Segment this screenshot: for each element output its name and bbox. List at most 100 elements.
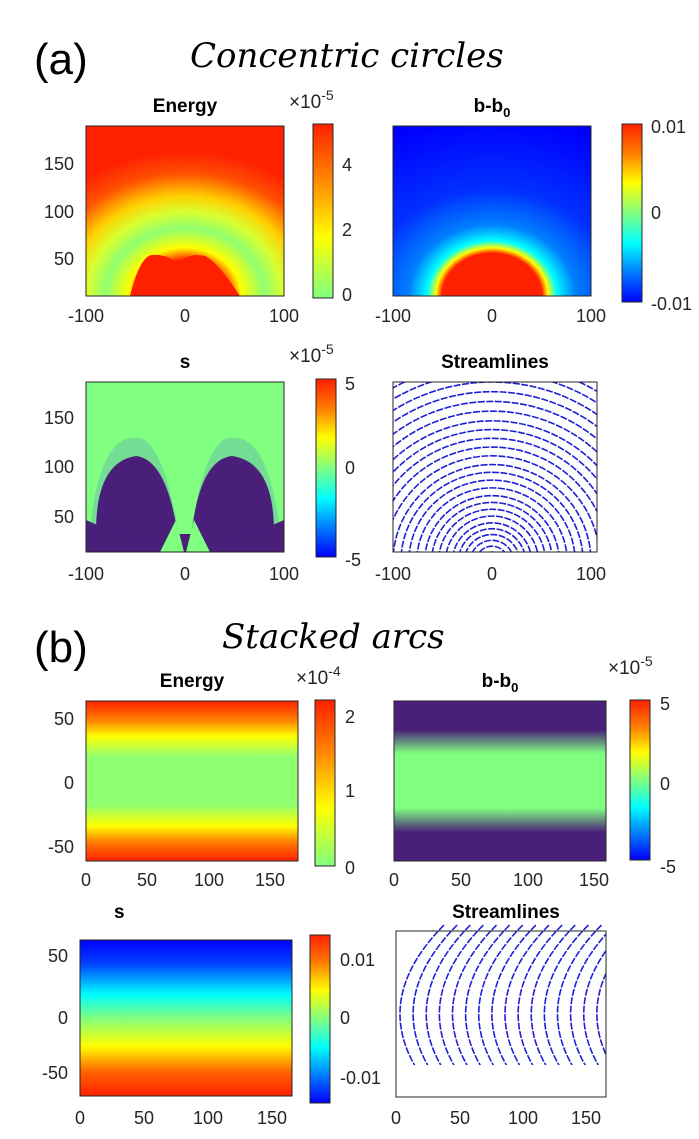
colorbar-tick: 0 bbox=[340, 1008, 350, 1028]
streamline bbox=[478, 545, 506, 552]
plot-b-energy-frame bbox=[85, 700, 299, 862]
streamline bbox=[636, 925, 680, 1103]
streamline bbox=[452, 522, 532, 552]
xtick: 100 bbox=[508, 1108, 538, 1128]
streamline bbox=[438, 508, 546, 552]
colorbar-tick: -5 bbox=[345, 550, 361, 570]
xtick: 0 bbox=[487, 306, 497, 326]
colorbar-bb0-b bbox=[629, 699, 651, 861]
streamline bbox=[451, 924, 498, 1065]
plot-b-energy: Energy 0 50 100 150 -50 0 50 ×10-4 2 1 0 bbox=[48, 663, 355, 890]
colorbar-tick: 0 bbox=[660, 774, 670, 794]
s-a-wedge bbox=[190, 520, 284, 552]
colorbar-tick: 0 bbox=[342, 285, 352, 305]
colorbar-tick: 0.01 bbox=[651, 117, 686, 137]
streamline bbox=[412, 924, 458, 1065]
colorbar-tick: 0.01 bbox=[340, 950, 375, 970]
colorbar-s-b bbox=[309, 934, 331, 1104]
streamline bbox=[399, 924, 445, 1065]
streamline bbox=[623, 925, 667, 1103]
streamline bbox=[464, 924, 511, 1065]
colorbar-tick: -0.01 bbox=[340, 1068, 381, 1088]
streamline bbox=[431, 501, 553, 552]
colorbar-tick: -0.01 bbox=[651, 294, 692, 314]
xtick: 150 bbox=[571, 1108, 601, 1128]
xtick: 100 bbox=[269, 306, 299, 326]
streamline bbox=[393, 463, 592, 552]
xtick: -100 bbox=[68, 306, 104, 326]
ytick: 50 bbox=[54, 249, 74, 269]
streamline bbox=[543, 924, 589, 1065]
streamline bbox=[477, 924, 524, 1065]
plot-a-s-frame bbox=[85, 381, 285, 553]
ytick: 50 bbox=[54, 507, 74, 527]
plot-a-bb0-title: b-b0 bbox=[474, 96, 511, 120]
colorbar-tick: 4 bbox=[342, 155, 352, 175]
xtick: 100 bbox=[513, 870, 543, 890]
s-a-lobe-left bbox=[96, 456, 180, 552]
streamline bbox=[556, 924, 603, 1065]
s-a-wedge bbox=[86, 520, 180, 552]
streamlines-a-group bbox=[393, 382, 597, 552]
ytick: 50 bbox=[48, 946, 68, 966]
xtick: 0 bbox=[180, 306, 190, 326]
xtick: -100 bbox=[375, 564, 411, 584]
xtick: 50 bbox=[450, 1108, 470, 1128]
xtick: 150 bbox=[579, 870, 609, 890]
xtick: 100 bbox=[269, 564, 299, 584]
colorbar-energy-a bbox=[312, 123, 334, 299]
xtick: 100 bbox=[576, 564, 606, 584]
streamline bbox=[610, 925, 654, 1103]
colorbar-tick: -5 bbox=[660, 857, 676, 877]
streamline bbox=[393, 437, 597, 496]
streamline bbox=[445, 515, 539, 552]
plot-b-s-title: s bbox=[114, 902, 125, 923]
plot-a-streamlines: Streamlines -100 0 100 bbox=[375, 352, 606, 584]
streamline bbox=[425, 924, 471, 1065]
panel-a-title: Concentric circles bbox=[190, 36, 504, 76]
xtick: 50 bbox=[137, 870, 157, 890]
colorbar-exponent: ×10-5 bbox=[608, 653, 653, 679]
ytick: 150 bbox=[44, 154, 74, 174]
colorbar-tick: 5 bbox=[345, 374, 355, 394]
plot-b-s-frame bbox=[79, 939, 293, 1097]
colorbar-tick: 2 bbox=[345, 707, 355, 727]
streamline bbox=[393, 420, 597, 467]
streamline bbox=[393, 390, 597, 428]
plot-b-s: s 0 50 100 150 -50 0 50 0.01 0 -0.01 bbox=[42, 902, 381, 1128]
xtick: 150 bbox=[257, 1108, 287, 1128]
energy-a-core bbox=[130, 254, 240, 296]
streamline bbox=[569, 933, 606, 1065]
ytick: 100 bbox=[44, 457, 74, 477]
plot-a-s-title: s bbox=[180, 352, 191, 373]
plot-b-streamlines-title: Streamlines bbox=[452, 902, 560, 923]
plot-b-streamlines-frame bbox=[395, 930, 607, 1098]
xtick: 100 bbox=[194, 870, 224, 890]
bb0-a-field bbox=[393, 126, 591, 296]
streamline bbox=[393, 446, 597, 514]
xtick: 100 bbox=[576, 306, 606, 326]
streamline bbox=[517, 924, 563, 1065]
ytick: 0 bbox=[64, 773, 74, 793]
xtick: 0 bbox=[75, 1108, 85, 1128]
s-a-gap bbox=[186, 520, 210, 552]
plot-b-streamlines: Streamlines 0 50 100 150 bbox=[391, 902, 693, 1128]
colorbar-bb0-a bbox=[621, 123, 643, 303]
xtick: -100 bbox=[68, 564, 104, 584]
streamline bbox=[459, 527, 525, 552]
xtick: 100 bbox=[193, 1108, 223, 1128]
streamline bbox=[465, 533, 519, 552]
plot-a-energy-frame bbox=[85, 125, 285, 297]
ytick: -50 bbox=[48, 837, 74, 857]
plot-a-bb0-frame bbox=[392, 125, 592, 297]
bb0-b-field bbox=[394, 701, 606, 861]
ytick: 50 bbox=[54, 709, 74, 729]
colorbar-tick: 0 bbox=[345, 458, 355, 478]
energy-b-field bbox=[86, 701, 298, 861]
streamline bbox=[649, 925, 693, 1103]
xtick: 150 bbox=[255, 870, 285, 890]
plot-b-bb0-frame bbox=[393, 700, 607, 862]
xtick: 0 bbox=[81, 870, 91, 890]
xtick: 50 bbox=[451, 870, 471, 890]
